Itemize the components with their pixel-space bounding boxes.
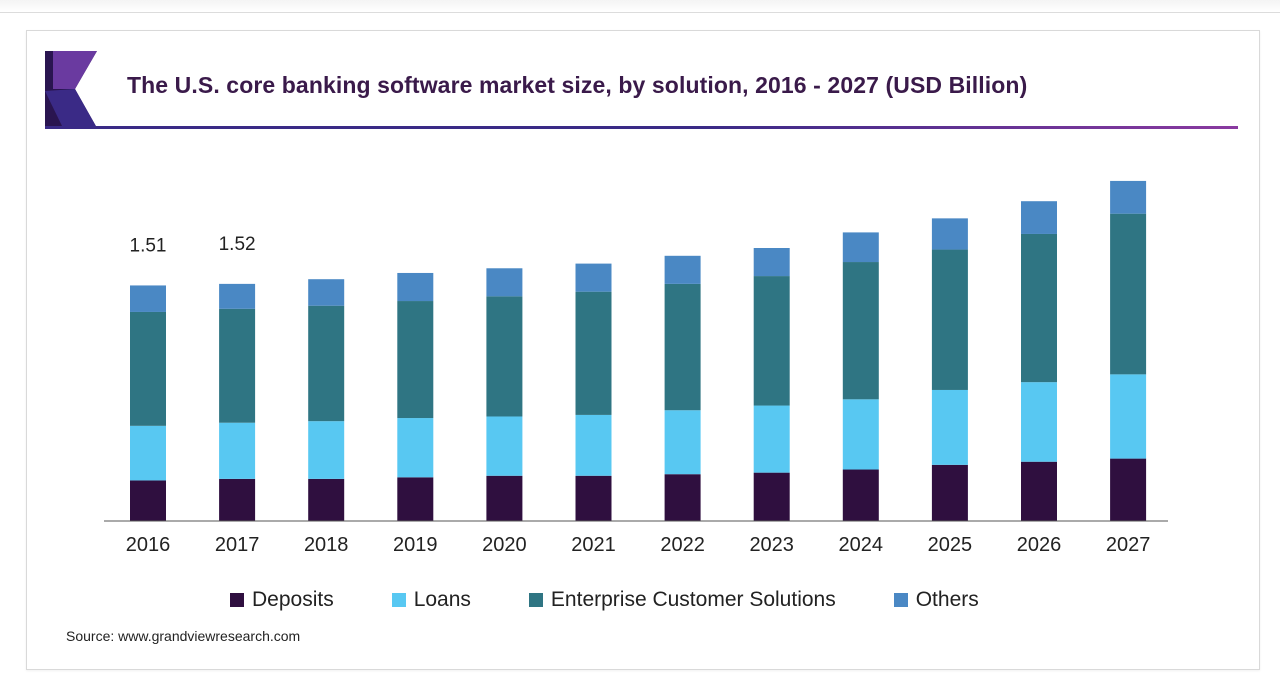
bar-deposits-2019 bbox=[397, 477, 434, 521]
x-tick-label-2027: 2027 bbox=[1106, 534, 1151, 556]
bar-others-2021 bbox=[575, 263, 612, 292]
legend-swatch-enterprise bbox=[528, 593, 543, 607]
title-divider bbox=[45, 126, 1238, 129]
bar-enterprise-customer-solutions-2027 bbox=[1110, 213, 1147, 375]
legend-swatch-others bbox=[893, 593, 908, 607]
bar-loans-2021 bbox=[575, 414, 612, 476]
bar-loans-2018 bbox=[308, 421, 345, 479]
bar-others-2016 bbox=[130, 285, 166, 312]
bar-deposits-2024 bbox=[842, 469, 879, 521]
bar-loans-2026 bbox=[1021, 382, 1057, 462]
chart-legend: Deposits Loans Enterprise Customer Solut… bbox=[230, 587, 1037, 613]
bar-enterprise-customer-solutions-2019 bbox=[397, 301, 434, 419]
legend-label-enterprise: Enterprise Customer Solutions bbox=[550, 588, 836, 611]
bar-others-2026 bbox=[1021, 201, 1057, 234]
x-tick-label-2023: 2023 bbox=[749, 534, 794, 556]
legend-swatch-loans bbox=[391, 593, 406, 607]
bar-enterprise-customer-solutions-2025 bbox=[931, 249, 968, 390]
x-tick-label-2022: 2022 bbox=[660, 534, 705, 556]
bar-deposits-2022 bbox=[664, 474, 701, 521]
bar-loans-2023 bbox=[753, 405, 790, 473]
legend-item-others: Others bbox=[893, 588, 979, 612]
x-tick-label-2019: 2019 bbox=[393, 534, 438, 556]
bar-loans-2020 bbox=[486, 416, 523, 476]
bar-deposits-2025 bbox=[931, 464, 968, 521]
x-tick-label-2020: 2020 bbox=[482, 534, 527, 556]
x-tick-label-2017: 2017 bbox=[215, 534, 260, 556]
x-tick-label-2025: 2025 bbox=[928, 534, 973, 556]
x-tick-label-2018: 2018 bbox=[304, 534, 349, 556]
legend-item-loans: Loans bbox=[391, 588, 471, 612]
bar-loans-2022 bbox=[664, 410, 701, 475]
x-tick-label-2021: 2021 bbox=[571, 534, 616, 556]
data-label-2017: 1.52 bbox=[219, 234, 256, 255]
bar-deposits-2018 bbox=[308, 478, 345, 521]
data-label-2016: 1.51 bbox=[130, 235, 167, 256]
bar-loans-2024 bbox=[842, 399, 879, 470]
bar-enterprise-customer-solutions-2022 bbox=[664, 283, 701, 411]
bar-loans-2019 bbox=[397, 418, 434, 478]
bar-enterprise-customer-solutions-2016 bbox=[130, 311, 166, 426]
bar-deposits-2023 bbox=[753, 472, 790, 521]
x-tick-label-2024: 2024 bbox=[839, 534, 884, 556]
bar-enterprise-customer-solutions-2018 bbox=[308, 305, 345, 422]
bar-deposits-2020 bbox=[486, 475, 523, 521]
bar-enterprise-customer-solutions-2023 bbox=[753, 276, 790, 406]
bar-others-2022 bbox=[664, 255, 701, 284]
bar-enterprise-customer-solutions-2026 bbox=[1021, 233, 1057, 383]
bar-loans-2025 bbox=[931, 389, 968, 465]
brand-logo-icon bbox=[45, 51, 97, 128]
bar-others-2025 bbox=[931, 218, 968, 250]
legend-item-deposits: Deposits bbox=[230, 588, 334, 612]
legend-swatch-deposits bbox=[230, 593, 244, 607]
bar-deposits-2026 bbox=[1021, 461, 1057, 521]
bar-others-2020 bbox=[486, 268, 523, 297]
bar-others-2023 bbox=[753, 248, 790, 277]
x-tick-label-2026: 2026 bbox=[1017, 534, 1062, 556]
bar-enterprise-customer-solutions-2024 bbox=[842, 262, 879, 400]
source-note: Source: www.grandviewresearch.com bbox=[66, 628, 301, 644]
bar-others-2017 bbox=[219, 283, 256, 309]
bar-others-2018 bbox=[308, 279, 345, 306]
bar-others-2027 bbox=[1110, 180, 1147, 214]
legend-label-loans: Loans bbox=[413, 588, 471, 611]
bar-loans-2017 bbox=[219, 422, 256, 479]
bar-enterprise-customer-solutions-2017 bbox=[219, 308, 256, 423]
x-tick-label-2016: 2016 bbox=[126, 534, 171, 556]
legend-label-deposits: Deposits bbox=[252, 588, 334, 611]
chart-title: The U.S. core banking software market si… bbox=[127, 72, 1028, 98]
bar-deposits-2016 bbox=[130, 480, 166, 521]
legend-item-enterprise: Enterprise Customer Solutions bbox=[528, 588, 836, 612]
bar-others-2024 bbox=[842, 232, 879, 263]
bar-loans-2027 bbox=[1110, 374, 1147, 459]
window-top-edge bbox=[0, 0, 1280, 13]
legend-label-others: Others bbox=[915, 588, 979, 611]
bar-deposits-2021 bbox=[575, 475, 612, 521]
bar-deposits-2017 bbox=[219, 478, 256, 521]
bar-enterprise-customer-solutions-2021 bbox=[575, 291, 612, 415]
bar-deposits-2027 bbox=[1110, 458, 1147, 521]
bar-enterprise-customer-solutions-2020 bbox=[486, 296, 523, 417]
bar-others-2019 bbox=[397, 272, 434, 302]
bar-loans-2016 bbox=[130, 425, 166, 481]
